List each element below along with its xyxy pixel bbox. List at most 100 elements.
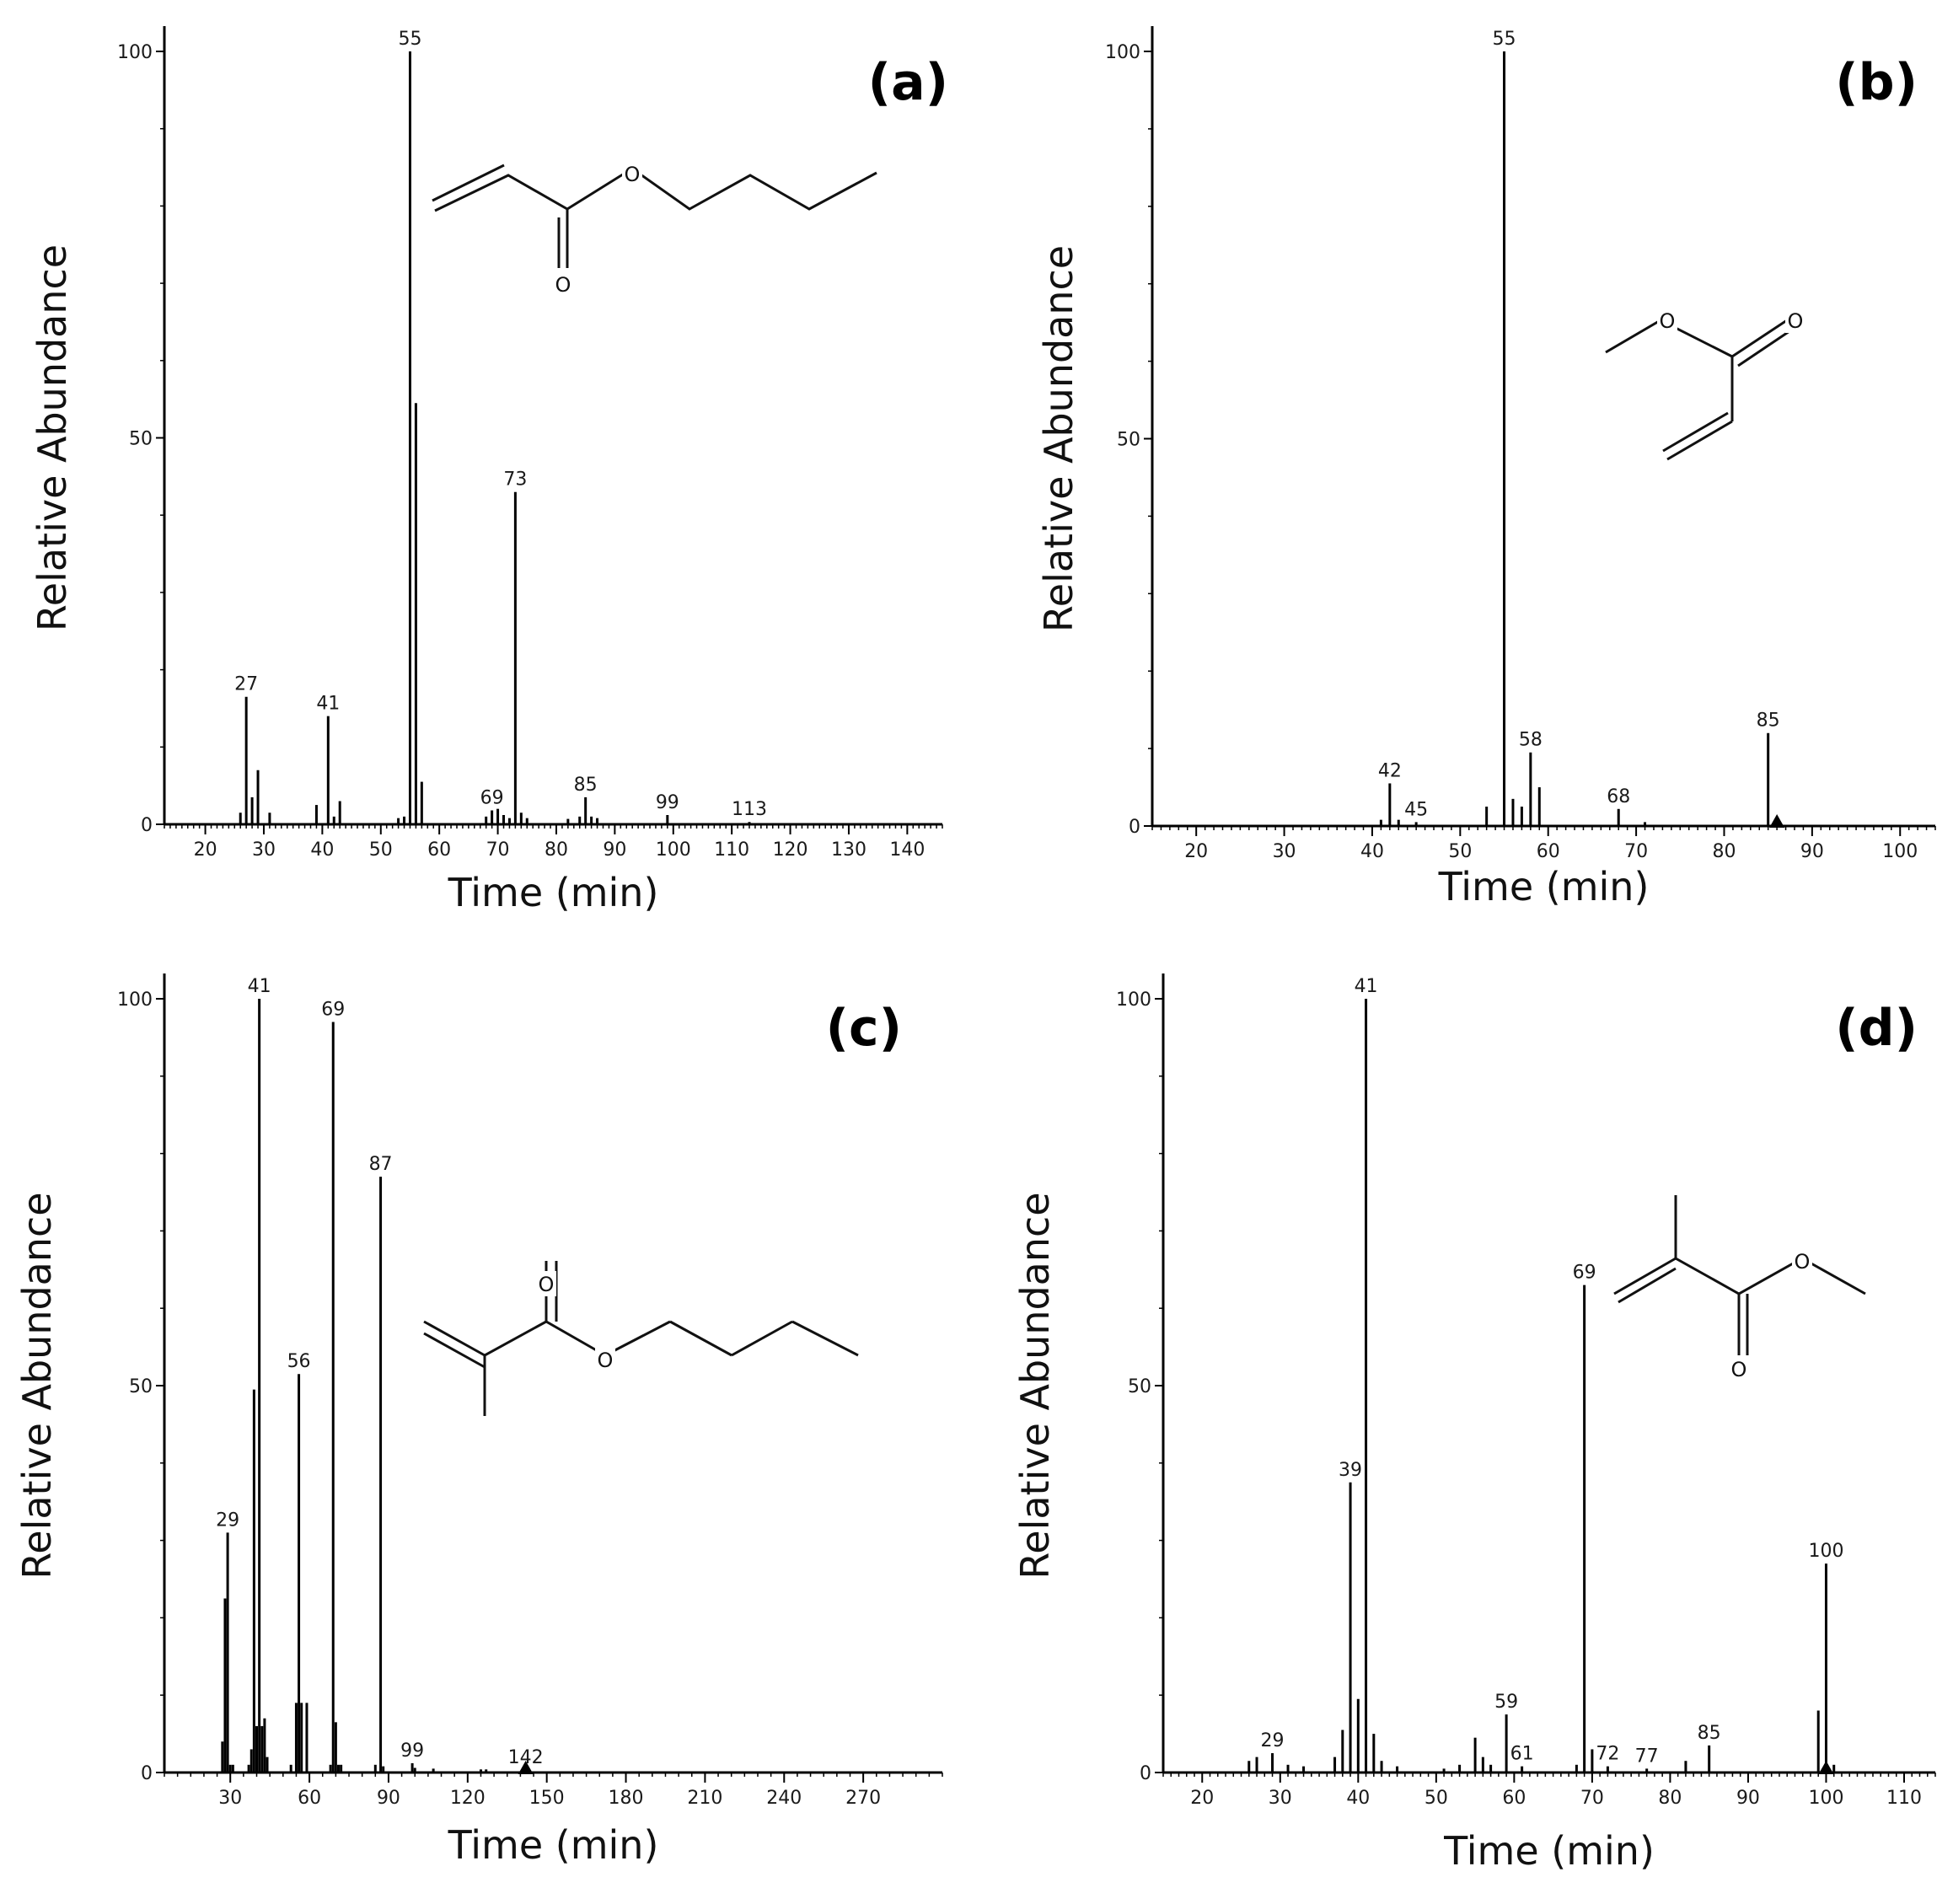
- x-tick-label: 130: [831, 839, 867, 861]
- panel-tag: (b): [1835, 53, 1918, 112]
- x-tick-label: 100: [656, 839, 691, 861]
- bond: [1662, 411, 1729, 453]
- y-tick-label: 100: [117, 990, 153, 1011]
- bond-chain: [483, 1320, 606, 1416]
- peak-label: 69: [321, 1000, 345, 1021]
- peak-label: 41: [248, 976, 271, 997]
- bond: [1666, 420, 1733, 461]
- bond: [604, 1320, 671, 1357]
- peak-label: 69: [480, 787, 504, 808]
- x-tick-label: 120: [773, 839, 808, 861]
- peak-label: 73: [503, 469, 527, 491]
- x-tick-label: 40: [1346, 1788, 1370, 1809]
- peak-label: 55: [398, 29, 421, 50]
- peak-label: 27: [234, 674, 258, 695]
- x-tick-label: 110: [714, 839, 749, 861]
- oxygen-atom-label: O: [1731, 1358, 1747, 1381]
- panel-tag: (c): [826, 999, 902, 1058]
- bond: [791, 1320, 859, 1357]
- x-tick-label: 20: [1184, 841, 1208, 862]
- x-tick-label: 90: [1736, 1788, 1760, 1809]
- x-axis-title: Time (min): [448, 1822, 659, 1868]
- panel-tag: (a): [868, 53, 948, 112]
- x-tick-label: 30: [218, 1788, 242, 1809]
- x-tick-label: 70: [1624, 841, 1648, 862]
- x-axis-title: Time (min): [1438, 864, 1650, 909]
- atom-mask: [1792, 1248, 1812, 1274]
- x-tick-label: 20: [194, 839, 217, 861]
- x-tick-label: 80: [545, 839, 568, 861]
- y-axis-title: Relative Abundance: [1012, 1192, 1058, 1579]
- bond: [731, 1320, 793, 1357]
- x-tick-label: 30: [252, 839, 276, 861]
- bond: [1613, 1257, 1677, 1295]
- bond: [423, 1332, 486, 1369]
- peak-label: 85: [574, 775, 598, 796]
- peak-label: 69: [1573, 1263, 1596, 1284]
- peak-label: 99: [656, 792, 679, 813]
- molecule-structure: OO: [423, 1261, 859, 1416]
- oxygen-atom-label: O: [1795, 1250, 1811, 1274]
- peak-label: 99: [400, 1740, 424, 1762]
- atom-mask: [536, 1271, 556, 1296]
- peak-label: 68: [1607, 786, 1630, 807]
- x-tick-label: 90: [603, 839, 626, 861]
- bond: [1731, 319, 1788, 358]
- peak-label: 85: [1698, 1723, 1721, 1744]
- peak-label: 42: [1378, 760, 1402, 781]
- y-tick-label: 100: [1105, 42, 1140, 63]
- x-axis-title: Time (min): [448, 870, 659, 915]
- atom-mask: [1729, 1356, 1749, 1381]
- y-tick-label: 50: [129, 1376, 153, 1397]
- atom-mask: [553, 271, 573, 297]
- y-axis-title: Relative Abundance: [14, 1192, 60, 1579]
- oxygen-atom-label: O: [539, 1273, 555, 1296]
- x-tick-label: 40: [310, 839, 334, 861]
- peak-label: 55: [1493, 29, 1516, 50]
- x-tick-label: 210: [687, 1788, 722, 1809]
- oxygen-atom-label: O: [555, 273, 571, 297]
- y-tick-label: 0: [1140, 1763, 1151, 1784]
- peak-label: 87: [369, 1154, 393, 1175]
- atom-mask: [622, 161, 642, 186]
- x-tick-label: 60: [1502, 1788, 1526, 1809]
- x-tick-label: 30: [1273, 841, 1296, 862]
- oxygen-atom-label: O: [625, 163, 641, 186]
- bond: [423, 1320, 486, 1357]
- x-tick-label: 70: [486, 839, 510, 861]
- x-tick-label: 40: [1360, 841, 1384, 862]
- y-tick-label: 100: [117, 42, 153, 63]
- molecule-structure: OO: [1613, 1195, 1866, 1381]
- atom-mask: [1785, 308, 1805, 333]
- x-tick-label: 60: [427, 839, 451, 861]
- x-tick-label: 180: [609, 1788, 644, 1809]
- x-tick-label: 90: [377, 1788, 400, 1809]
- chart-panel-c: 30 60 90 120 150 180 210 240 270 0 50 100 29 41 56 69 87…: [14, 973, 943, 1868]
- panel-tag: (d): [1835, 999, 1918, 1058]
- axis-marker: [1769, 814, 1785, 828]
- x-tick-label: 120: [450, 1788, 486, 1809]
- peak-label: 41: [1355, 976, 1378, 997]
- peak-label: 41: [316, 694, 340, 715]
- x-tick-label: 150: [529, 1788, 565, 1809]
- x-tick-label: 100: [1808, 1788, 1843, 1809]
- x-tick-label: 110: [1886, 1788, 1922, 1809]
- bond: [432, 164, 505, 202]
- peak-label: 100: [1808, 1541, 1843, 1562]
- peak-label: 39: [1339, 1460, 1362, 1481]
- bond-chain: [434, 167, 877, 212]
- x-tick-label: 100: [1882, 841, 1918, 862]
- y-tick-label: 50: [1117, 430, 1140, 451]
- peak-label: 61: [1510, 1744, 1534, 1765]
- y-tick-label: 50: [129, 429, 153, 450]
- x-tick-label: 90: [1800, 841, 1824, 862]
- axis-marker: [1818, 1761, 1834, 1774]
- peak-label: 58: [1519, 730, 1543, 751]
- x-tick-label: 30: [1269, 1788, 1292, 1809]
- bond: [1737, 328, 1793, 367]
- bond-chain: [1674, 1195, 1866, 1295]
- x-tick-label: 140: [889, 839, 925, 861]
- chart-panel-d: 20 30 40 50 60 70 80 90 100 110 0 50 100 29 39 41 59 61 69…: [1012, 973, 1936, 1874]
